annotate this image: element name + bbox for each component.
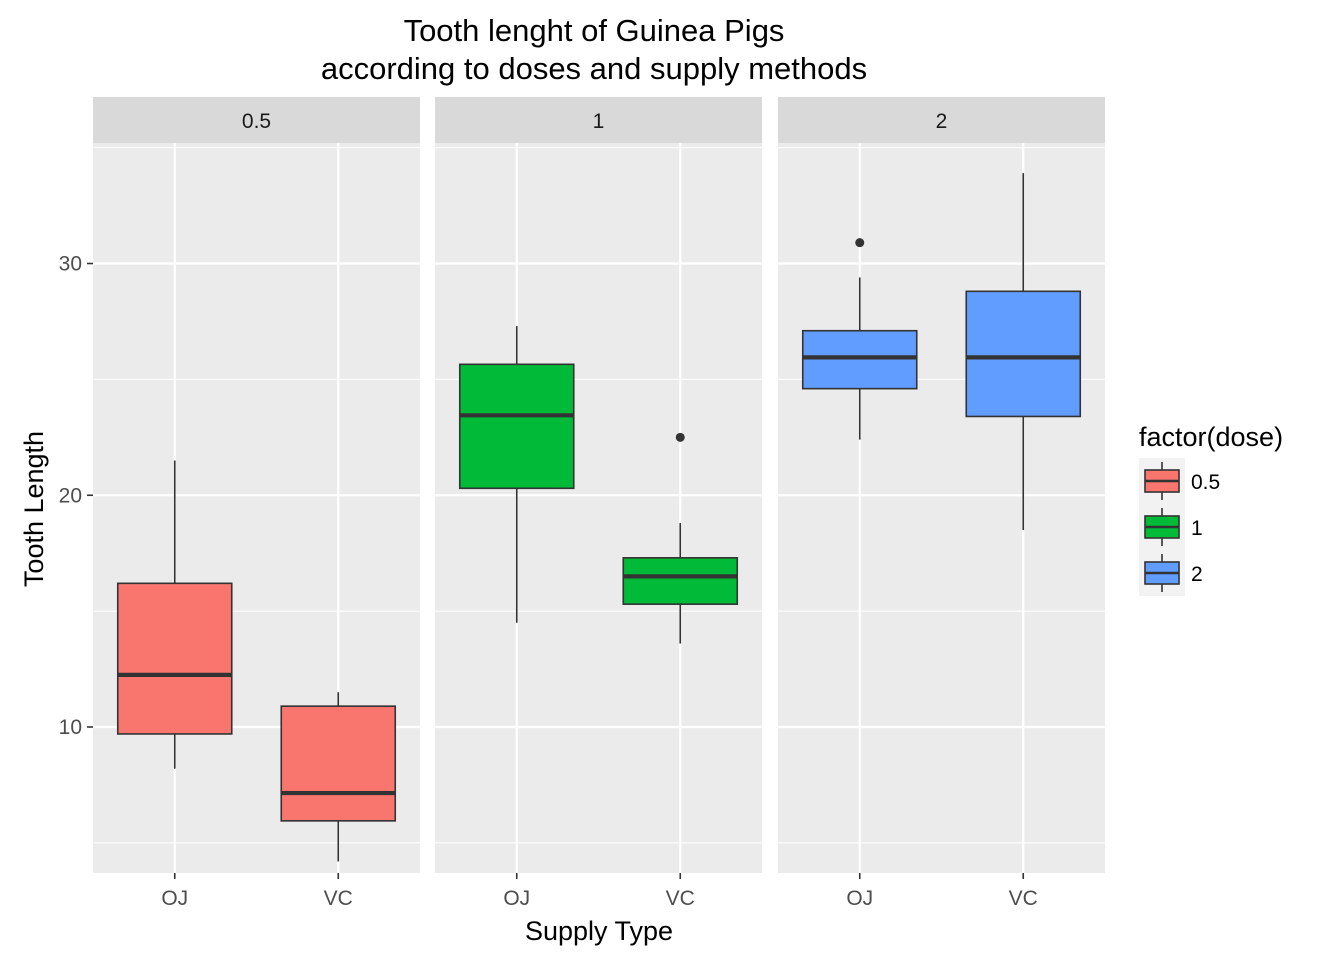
box-2-vc — [965, 173, 1082, 531]
outlier-point — [855, 238, 865, 248]
x-tick-label: OJ — [161, 887, 188, 910]
facet-strip — [93, 97, 420, 143]
facet-strip-label: 0.5 — [242, 110, 271, 133]
box-iqr — [622, 557, 739, 605]
legend-title: factor(dose) — [1139, 422, 1283, 452]
facet-panel-2: 2 OJ VC — [778, 97, 1105, 910]
box-1-vc — [622, 432, 739, 644]
legend-item-label: 2 — [1191, 563, 1203, 586]
box-iqr — [116, 582, 233, 735]
legend-item-2: 2 — [1139, 550, 1203, 596]
facet-strip-label: 1 — [593, 110, 605, 133]
x-tick-label: VC — [1009, 887, 1038, 910]
legend-item-1: 1 — [1139, 504, 1203, 550]
chart-title-line-1: Tooth lenght of Guinea Pigs — [404, 13, 785, 48]
x-tick-label: OJ — [846, 887, 873, 910]
y-tick-label: 30 — [59, 253, 82, 276]
y-tick-label: 10 — [59, 716, 82, 739]
chart-title-line-2: according to doses and supply methods — [321, 51, 867, 86]
x-tick-label: VC — [666, 887, 695, 910]
box-0.5-oj — [116, 460, 233, 769]
legend-item-label: 1 — [1191, 517, 1203, 540]
box-iqr — [458, 363, 575, 490]
y-tick-label: 20 — [59, 484, 82, 507]
panel-background — [435, 143, 762, 873]
box-iqr — [965, 290, 1082, 418]
facet-strip-label: 2 — [936, 110, 948, 133]
facet-strip — [435, 97, 762, 143]
legend: factor(dose) 0.5 1 2 — [1139, 422, 1283, 596]
x-axis-title: Supply Type — [525, 916, 673, 946]
box-0.5-vc — [280, 692, 397, 862]
box-1-oj — [458, 326, 575, 623]
panel-background — [778, 143, 1105, 873]
legend-item-label: 0.5 — [1191, 471, 1220, 494]
y-axis-title: Tooth Length — [19, 431, 49, 587]
facet-strip — [778, 97, 1105, 143]
legend-item-0.5: 0.5 — [1139, 458, 1220, 504]
y-axis: 10 20 30 — [59, 253, 93, 739]
outlier-point — [675, 432, 685, 442]
box-2-oj — [801, 238, 918, 440]
box-iqr — [801, 329, 918, 390]
box-iqr — [280, 705, 397, 822]
x-tick-label: OJ — [503, 887, 530, 910]
facet-panels: 0.5 OJ VC 1 OJ VC 2 OJ VC — [93, 97, 1105, 910]
facet-panel-0.5: 0.5 OJ VC — [93, 97, 420, 910]
facet-panel-1: 1 OJ VC — [435, 97, 762, 910]
x-tick-label: VC — [324, 887, 353, 910]
